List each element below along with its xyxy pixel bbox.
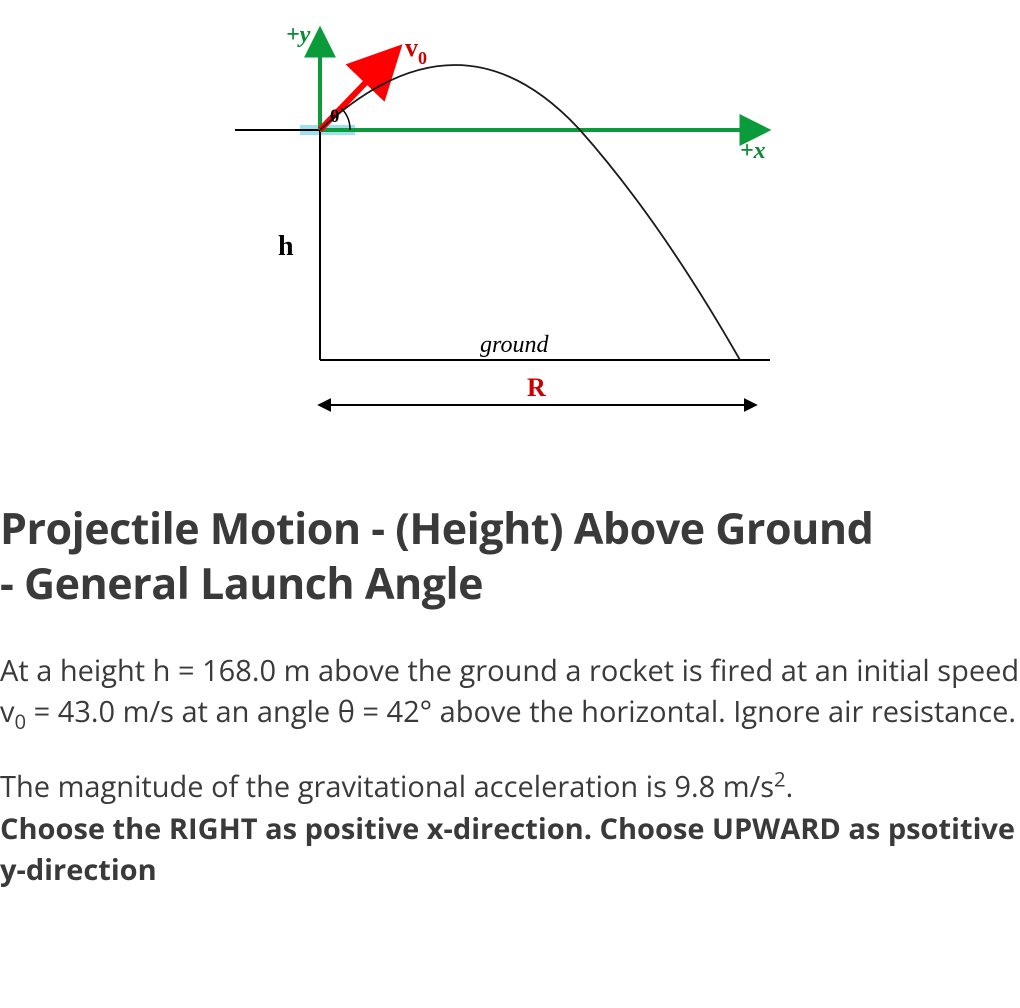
g-exponent: 2 bbox=[774, 765, 786, 793]
v0-value: 43.0 m/s bbox=[58, 692, 174, 731]
theta-label: θ bbox=[330, 106, 339, 126]
p2-text-a: The magnitude of the gravitational accel… bbox=[0, 767, 674, 806]
y-axis-label: +y bbox=[286, 22, 311, 48]
g-value: 9.8 m/s bbox=[674, 767, 774, 806]
ground-label: ground bbox=[480, 332, 549, 358]
problem-paragraph-1: At a height h = 168.0 m above the ground… bbox=[0, 650, 1020, 732]
height-value: 168.0 m bbox=[202, 651, 310, 690]
v0-label: v0 bbox=[405, 33, 427, 68]
range-label: R bbox=[527, 373, 546, 402]
h-label: h bbox=[278, 231, 294, 262]
diagram-container: +y +x v0 θ h ground R bbox=[0, 0, 1020, 470]
p1-text-a: At a height h = bbox=[0, 651, 202, 690]
p1-text-e: above the horizontal. Ignore air resista… bbox=[432, 692, 1016, 731]
title-line-2: - General Launch Angle bbox=[0, 553, 483, 612]
p2-text-b: . bbox=[786, 767, 794, 806]
p1-text-c: = bbox=[26, 692, 58, 731]
direction-instruction: Choose the RIGHT as positive x-direction… bbox=[0, 809, 1015, 889]
title-line-1: Projectile Motion - (Height) Above Groun… bbox=[0, 498, 873, 557]
p1-text-d: at an angle θ = bbox=[174, 692, 387, 731]
problem-paragraph-2: The magnitude of the gravitational accel… bbox=[0, 766, 1020, 890]
x-axis-label: +x bbox=[740, 138, 766, 164]
trajectory-curve bbox=[320, 65, 740, 360]
problem-title: Projectile Motion - (Height) Above Groun… bbox=[0, 500, 1020, 610]
angle-value: 42° bbox=[386, 692, 432, 731]
v0-subscript: 0 bbox=[15, 707, 27, 735]
projectile-diagram: +y +x v0 θ h ground R bbox=[200, 20, 820, 440]
